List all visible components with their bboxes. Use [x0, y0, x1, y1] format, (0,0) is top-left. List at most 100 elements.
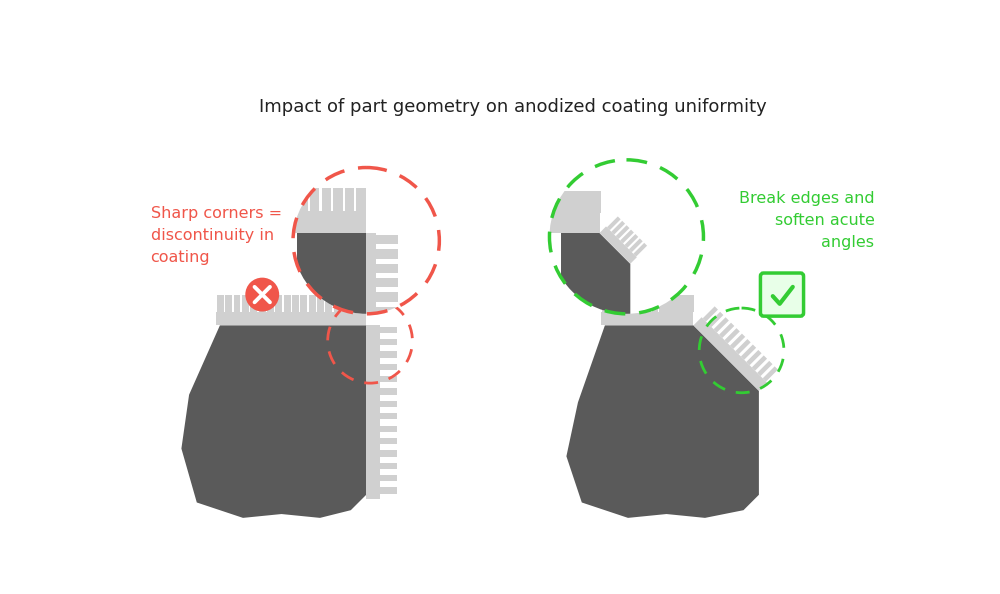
Polygon shape — [629, 238, 643, 252]
Polygon shape — [584, 191, 593, 213]
Polygon shape — [181, 326, 366, 518]
Polygon shape — [630, 295, 637, 311]
Polygon shape — [297, 233, 366, 333]
Polygon shape — [616, 225, 629, 239]
Polygon shape — [652, 295, 658, 311]
Circle shape — [245, 277, 279, 311]
Polygon shape — [609, 295, 616, 311]
Polygon shape — [342, 295, 349, 311]
Polygon shape — [592, 191, 601, 213]
Polygon shape — [380, 327, 397, 333]
Polygon shape — [356, 188, 366, 211]
Polygon shape — [300, 295, 307, 311]
Polygon shape — [602, 295, 609, 311]
Polygon shape — [234, 295, 240, 311]
Polygon shape — [334, 295, 341, 311]
Polygon shape — [325, 295, 332, 311]
Polygon shape — [376, 278, 398, 287]
Polygon shape — [299, 188, 308, 211]
Polygon shape — [380, 488, 397, 494]
Polygon shape — [568, 191, 576, 213]
Polygon shape — [376, 321, 398, 330]
Polygon shape — [673, 295, 680, 311]
Polygon shape — [741, 345, 756, 360]
Polygon shape — [703, 307, 718, 321]
Polygon shape — [380, 376, 397, 383]
Polygon shape — [561, 233, 630, 326]
Polygon shape — [607, 216, 621, 230]
Polygon shape — [542, 213, 600, 233]
Polygon shape — [376, 249, 398, 258]
Polygon shape — [730, 334, 745, 349]
Text: Impact of part geometry on anodized coating uniformity: Impact of part geometry on anodized coat… — [259, 98, 766, 116]
Polygon shape — [616, 295, 623, 311]
Polygon shape — [217, 295, 224, 311]
Polygon shape — [559, 191, 568, 213]
Polygon shape — [359, 295, 366, 311]
Polygon shape — [666, 295, 673, 311]
Text: Sharp corners =
discontinuity in
coating: Sharp corners = discontinuity in coating — [151, 206, 282, 266]
Polygon shape — [735, 339, 751, 354]
Polygon shape — [659, 295, 666, 311]
Polygon shape — [757, 361, 773, 376]
Polygon shape — [376, 292, 398, 302]
Polygon shape — [376, 235, 398, 244]
Polygon shape — [317, 295, 324, 311]
Polygon shape — [380, 388, 397, 394]
FancyBboxPatch shape — [760, 273, 804, 316]
Polygon shape — [276, 188, 285, 211]
Polygon shape — [287, 188, 296, 211]
Polygon shape — [380, 364, 397, 370]
Polygon shape — [719, 323, 734, 338]
Polygon shape — [380, 401, 397, 407]
Text: Break edges and
soften acute
angles: Break edges and soften acute angles — [739, 191, 874, 250]
Circle shape — [549, 160, 703, 314]
Polygon shape — [633, 243, 647, 257]
Polygon shape — [576, 191, 584, 213]
Polygon shape — [752, 355, 767, 371]
Polygon shape — [763, 366, 778, 381]
Polygon shape — [345, 188, 354, 211]
Polygon shape — [380, 413, 397, 419]
Polygon shape — [637, 295, 644, 311]
Polygon shape — [746, 350, 762, 365]
Polygon shape — [623, 295, 630, 311]
Polygon shape — [380, 463, 397, 469]
Polygon shape — [601, 311, 693, 326]
Polygon shape — [543, 191, 551, 213]
Polygon shape — [310, 188, 319, 211]
Polygon shape — [714, 317, 729, 333]
Polygon shape — [708, 312, 723, 327]
Polygon shape — [687, 295, 694, 311]
Polygon shape — [376, 307, 398, 316]
Polygon shape — [644, 295, 651, 311]
Polygon shape — [611, 221, 625, 235]
Polygon shape — [322, 188, 331, 211]
Polygon shape — [680, 295, 687, 311]
Polygon shape — [551, 191, 560, 213]
Polygon shape — [366, 233, 376, 333]
Polygon shape — [625, 234, 638, 248]
Polygon shape — [309, 295, 316, 311]
Polygon shape — [267, 295, 274, 311]
Polygon shape — [225, 295, 232, 311]
Polygon shape — [274, 211, 366, 233]
Polygon shape — [380, 426, 397, 432]
Circle shape — [293, 168, 439, 314]
Polygon shape — [350, 295, 357, 311]
Polygon shape — [242, 295, 249, 311]
Polygon shape — [376, 264, 398, 273]
Polygon shape — [380, 339, 397, 345]
Polygon shape — [250, 295, 257, 311]
Polygon shape — [292, 295, 299, 311]
Polygon shape — [380, 438, 397, 444]
Polygon shape — [380, 475, 397, 481]
Polygon shape — [333, 188, 343, 211]
Polygon shape — [693, 317, 767, 391]
Polygon shape — [620, 230, 634, 244]
Polygon shape — [216, 311, 366, 326]
Polygon shape — [380, 352, 397, 358]
Polygon shape — [275, 295, 282, 311]
Polygon shape — [366, 326, 380, 498]
Polygon shape — [380, 450, 397, 457]
